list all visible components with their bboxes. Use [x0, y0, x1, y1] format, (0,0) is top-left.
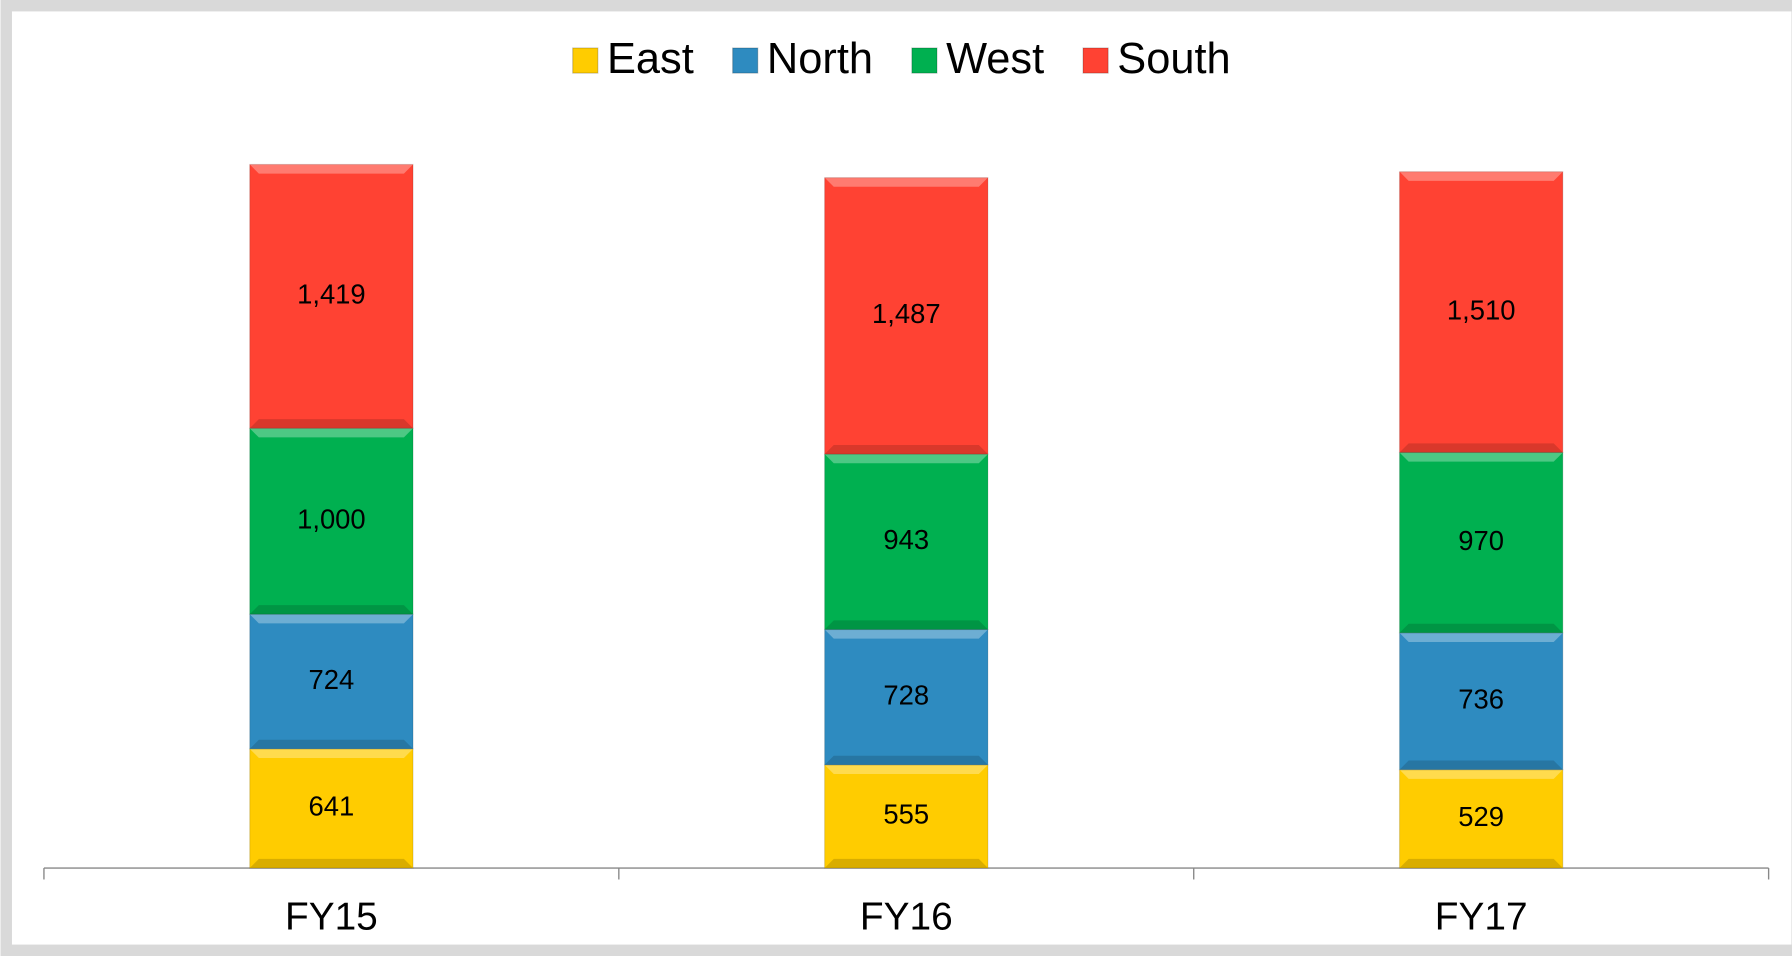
bevel-bottom — [249, 419, 414, 429]
bar-segment — [1399, 769, 1563, 869]
x-tick-label: FY16 — [860, 896, 953, 939]
legend-swatch — [1082, 47, 1109, 74]
bevel-top — [1399, 452, 1563, 462]
bevel-top — [824, 764, 988, 774]
bevel-bottom — [1399, 623, 1563, 633]
data-label: 1,487 — [872, 298, 941, 329]
legend: East North West South — [572, 35, 1231, 83]
bar-segment — [1399, 171, 1563, 453]
bevel-top — [249, 614, 414, 624]
segment-edge — [824, 177, 989, 455]
bevel-bottom — [824, 620, 988, 630]
bevel-top — [824, 454, 988, 464]
legend-swatch — [732, 47, 759, 74]
legend-label: North — [767, 35, 873, 83]
data-label: 943 — [883, 524, 929, 555]
legend-swatch — [911, 47, 938, 74]
bar-segment — [824, 764, 988, 869]
legend-swatch — [572, 47, 599, 74]
bar-segment — [1399, 632, 1563, 770]
data-label: 724 — [309, 664, 355, 695]
bar-segment — [824, 629, 988, 765]
data-label: 529 — [1458, 801, 1504, 832]
bevel-bottom — [249, 739, 414, 749]
bevel-bottom — [1399, 858, 1563, 869]
bevel-top — [249, 164, 414, 174]
data-label: 736 — [1458, 683, 1504, 714]
bevel-top — [249, 428, 414, 438]
bevel-top — [824, 177, 988, 187]
bevel-top — [1399, 632, 1563, 642]
bevel-bottom — [249, 858, 414, 869]
bevel-bottom — [1399, 443, 1563, 453]
bar-segment — [249, 748, 414, 869]
bar-segment — [249, 164, 414, 429]
bar-segment — [824, 177, 988, 455]
data-label: 728 — [883, 679, 929, 710]
segment-edge — [1398, 171, 1564, 454]
legend-label: South — [1117, 35, 1230, 83]
data-label: 641 — [309, 791, 355, 822]
bevel-bottom — [1399, 760, 1563, 770]
bar-segment — [824, 454, 988, 630]
bevel-bottom — [824, 755, 988, 765]
x-tick-label: FY17 — [1435, 896, 1528, 939]
data-label: 970 — [1458, 525, 1504, 556]
bevel-top — [1399, 769, 1563, 779]
bevel-top — [824, 629, 988, 639]
bevel-top — [1399, 171, 1563, 181]
bevel-bottom — [824, 444, 988, 455]
bevel-top — [249, 748, 414, 758]
data-label: 1,000 — [297, 503, 366, 534]
bar-segment — [249, 614, 414, 749]
legend-label: East — [607, 35, 694, 83]
data-label: 1,419 — [297, 279, 366, 310]
bevel-bottom — [249, 605, 414, 615]
x-tick-label: FY15 — [285, 896, 378, 939]
bar-segment — [249, 428, 414, 615]
legend-label: West — [946, 35, 1044, 83]
segment-edge — [249, 163, 414, 429]
data-label: 555 — [883, 799, 929, 830]
bevel-bottom — [824, 858, 988, 869]
data-label: 1,510 — [1447, 294, 1516, 325]
bar-segment — [1399, 452, 1563, 633]
